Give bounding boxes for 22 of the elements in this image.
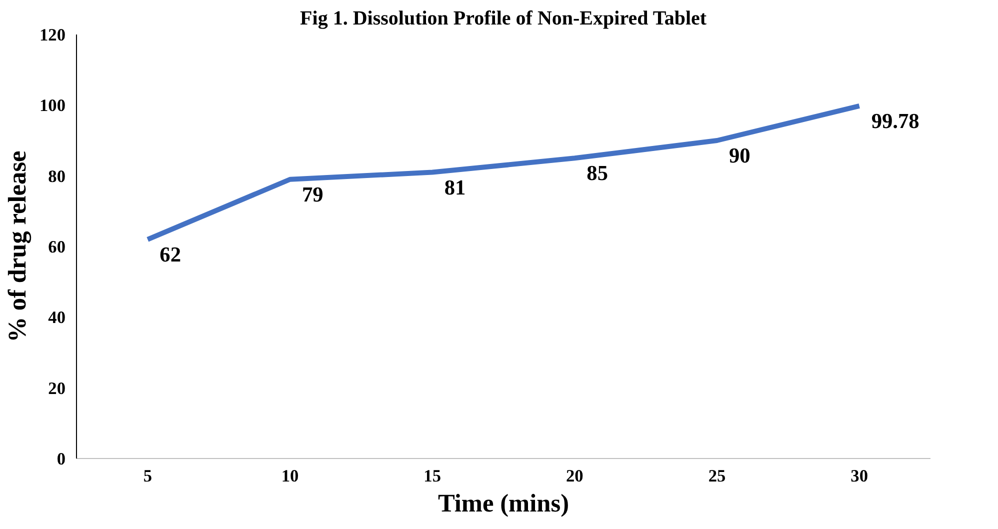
data-label: 81 xyxy=(444,175,466,200)
y-tick-label: 20 xyxy=(48,378,66,398)
y-tick-label: 60 xyxy=(48,238,66,256)
chart-title: Fig 1. Dissolution Profile of Non-Expired Tablet xyxy=(300,8,707,30)
data-label: 79 xyxy=(302,182,324,206)
y-tick-label: 100 xyxy=(40,96,66,116)
y-tick-label: 40 xyxy=(48,308,66,328)
y-tick-label: 80 xyxy=(48,166,66,186)
x-axis-title: Time (mins) xyxy=(438,490,570,518)
x-tick-label: 25 xyxy=(708,466,726,486)
data-label: 85 xyxy=(586,161,608,186)
data-label: 90 xyxy=(729,144,750,168)
x-tick-label: 30 xyxy=(850,466,868,486)
x-tick-label: 20 xyxy=(566,466,584,486)
x-tick-label: 5 xyxy=(143,466,152,486)
x-tick-label: 15 xyxy=(424,466,442,486)
y-tick-label: 120 xyxy=(40,26,66,44)
x-tick-label: 10 xyxy=(281,466,299,486)
y-tick-label: 0 xyxy=(56,450,66,468)
data-label: 62 xyxy=(160,242,181,266)
y-axis-title: % of drug release xyxy=(4,150,32,342)
data-label: 99.78 xyxy=(871,108,920,133)
